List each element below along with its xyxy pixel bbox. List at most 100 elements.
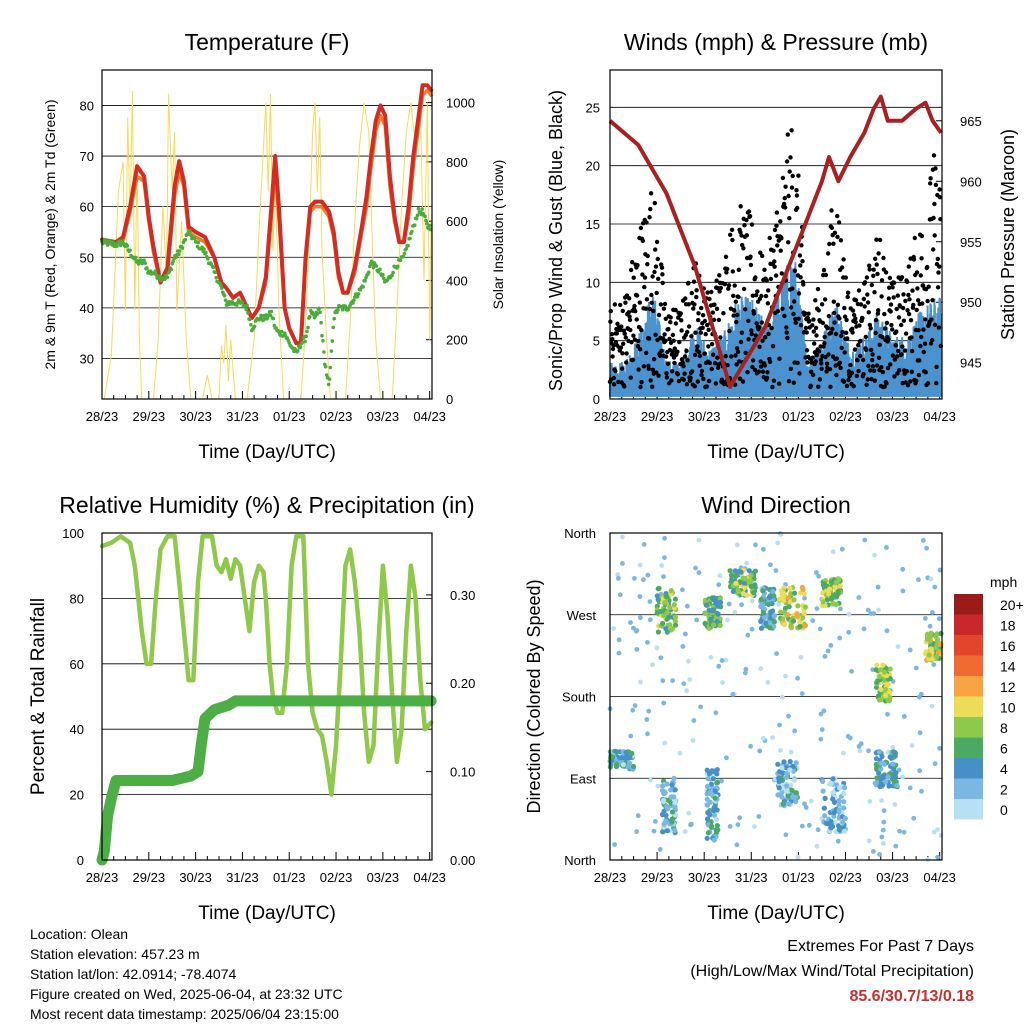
wind-gust-point [830, 326, 835, 332]
wind-gust-point [697, 353, 703, 359]
wind-gust-point [887, 285, 892, 290]
wind-gust-point [699, 305, 704, 311]
speed-legend: mph 20+ 18 16 14 12 10 8 6 4 2 0 [954, 574, 1024, 820]
direction-point [834, 592, 840, 598]
wind-gust-point [692, 352, 698, 358]
wind-gust-point [634, 317, 639, 322]
direction-point [880, 662, 886, 668]
direction-point [856, 595, 862, 600]
direction-point [861, 626, 867, 632]
dewpoint-point [414, 216, 419, 221]
direction-point [652, 819, 658, 824]
dewpoint-point [327, 377, 332, 381]
direction-point [709, 608, 715, 614]
wind-gust-point [867, 267, 872, 272]
wind-gust-point [734, 362, 739, 367]
wind-gust-point [899, 352, 904, 357]
wind-gust-point [929, 337, 935, 343]
wind-gust-point [868, 326, 873, 331]
wind-gust-point [650, 274, 655, 279]
wind-gust-point [842, 314, 848, 319]
direction-point [671, 775, 677, 782]
direction-point [771, 619, 778, 625]
wind-gust-point [646, 366, 651, 372]
wind-gust-point [696, 349, 702, 355]
direction-point [810, 618, 816, 623]
dewpoint-point [427, 223, 432, 228]
wind-gust-point [737, 376, 743, 381]
direction-point [664, 781, 670, 787]
direction-point [876, 697, 883, 703]
wind-gust-point [823, 272, 829, 278]
dewpoint-point [259, 313, 263, 318]
speed-legend-swatch [954, 696, 983, 717]
direction-point [620, 762, 627, 768]
direction-point [880, 773, 886, 779]
wind-gust-point [670, 369, 675, 374]
direction-point [770, 735, 775, 740]
direction-point [751, 590, 757, 596]
wind-gust-point [666, 326, 671, 332]
wind-gust-point [889, 322, 894, 328]
humidity-ytick-label: 40 [70, 722, 84, 737]
wind-gust-point [879, 294, 884, 299]
wind-gust-point [797, 371, 802, 376]
dewpoint-point [308, 314, 312, 319]
wind-gust-point [890, 327, 895, 332]
wind-gust-point [731, 313, 736, 318]
dewpoint-point [204, 250, 208, 255]
wind-xlabel: Time (Day/UTC) [707, 442, 845, 463]
wind-gust-point [871, 267, 876, 272]
wind-gust-point [744, 233, 749, 238]
wind-gust-point [640, 238, 645, 243]
wind-gust-point [784, 330, 789, 335]
wind-gust-point [734, 346, 740, 351]
direction-point [825, 648, 831, 654]
humidity-xtick-label: 29/23 [133, 870, 166, 885]
humidity-xtick-label: 31/23 [226, 870, 259, 885]
wind-gust-point [732, 308, 737, 313]
humidity-ytick-label: 0 [77, 853, 84, 868]
wind-gust-point [804, 330, 809, 335]
dewpoint-point [317, 306, 322, 311]
wind-gust-point [814, 353, 819, 358]
direction-point [658, 609, 664, 615]
wind-gust-point [828, 330, 834, 335]
direction-point [920, 538, 926, 543]
direction-point [837, 635, 843, 641]
direction-point [634, 628, 640, 633]
wind-gust-point [612, 302, 618, 307]
direction-point [735, 822, 741, 827]
wind-gust-point [619, 366, 625, 371]
wind-gust-point [651, 308, 656, 314]
wind-gust-point [856, 342, 861, 348]
dewpoint-point [382, 276, 386, 281]
humidity-xlabel: Time (Day/UTC) [198, 903, 336, 924]
direction-point [631, 625, 636, 631]
wind-gust-point [935, 285, 941, 290]
wind-gust-point [824, 361, 830, 366]
direction-point [911, 815, 917, 821]
dewpoint-point [143, 261, 147, 265]
dewpoint-point [264, 313, 268, 317]
wind-gust-point [639, 327, 644, 333]
wind-gust-point [828, 384, 833, 389]
wind-gust-point [864, 275, 870, 280]
direction-point [696, 537, 702, 543]
dewpoint-point [295, 349, 300, 353]
direction-point [743, 666, 749, 672]
direction-point [680, 587, 685, 593]
wind-gust-point [706, 378, 712, 384]
direction-point [787, 759, 793, 765]
wind-gust-point [743, 350, 748, 355]
wind-gust-point [663, 354, 669, 359]
wind-gust-point [653, 264, 659, 269]
direction-point [616, 576, 621, 581]
wind-gust-point [648, 206, 653, 212]
dewpoint-point [423, 214, 427, 219]
direction-point [708, 781, 715, 787]
wind-gust-point [692, 384, 697, 389]
wind-gust-point [774, 223, 779, 228]
speed-legend-swatch [954, 799, 983, 820]
wind-gust-point [767, 359, 773, 364]
